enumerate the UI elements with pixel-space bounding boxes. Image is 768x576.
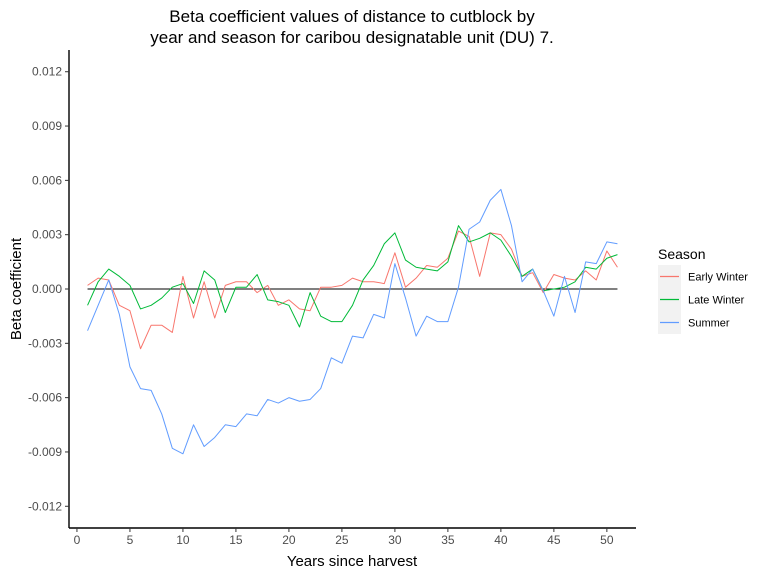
y-tick-label: -0.012 (28, 499, 62, 513)
y-axis-ticks: -0.012 -0.009 -0.006 -0.003 0.000 0.003 0.006 0… (28, 65, 69, 513)
y-tick-label: 0.006 (32, 173, 62, 187)
y-tick-label: 0.009 (32, 119, 62, 133)
x-tick-label: 15 (229, 533, 243, 547)
x-axis-ticks: 0 5 10 15 20 25 30 35 40 45 50 (74, 528, 614, 547)
x-tick-label: 35 (441, 533, 455, 547)
chart-title-line-1: Beta coefficient values of distance to c… (169, 7, 535, 26)
y-axis-title: Beta coefficient (8, 237, 25, 340)
x-tick-label: 25 (335, 533, 349, 547)
series-line-summer (87, 188, 618, 455)
y-tick-label: 0.000 (32, 282, 62, 296)
x-tick-label: 5 (127, 533, 134, 547)
y-tick-label: -0.003 (28, 336, 62, 350)
legend: Season Early Winter Late Winter Summer (658, 246, 748, 334)
x-tick-label: 45 (547, 533, 561, 547)
chart-title-line-2: year and season for caribou designatable… (150, 28, 554, 47)
plot-area (87, 188, 618, 455)
y-tick-label: 0.003 (32, 228, 62, 242)
series-line-late-winter (87, 225, 618, 328)
x-tick-label: 50 (600, 533, 614, 547)
x-tick-label: 0 (74, 533, 81, 547)
y-tick-label: 0.012 (32, 65, 62, 79)
y-tick-label: -0.006 (28, 391, 62, 405)
legend-label-late-winter: Late Winter (688, 295, 745, 307)
x-axis-title: Years since harvest (287, 553, 418, 570)
legend-label-summer: Summer (688, 318, 730, 330)
y-tick-label: -0.009 (28, 445, 62, 459)
legend-label-early-winter: Early Winter (688, 272, 748, 284)
x-tick-label: 30 (388, 533, 402, 547)
legend-title: Season (658, 246, 705, 262)
x-tick-label: 10 (176, 533, 190, 547)
x-tick-label: 20 (282, 533, 296, 547)
x-tick-label: 40 (494, 533, 508, 547)
